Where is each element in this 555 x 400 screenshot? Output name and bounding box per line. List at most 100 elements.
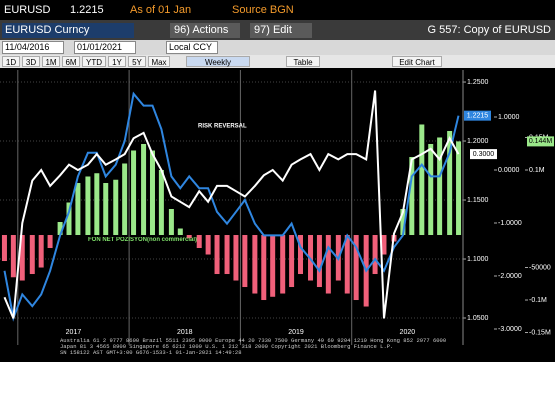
bar	[186, 235, 192, 239]
bar	[196, 235, 202, 249]
currency-select[interactable]: Local CCY	[166, 41, 218, 54]
period-button[interactable]: 5Y	[128, 56, 146, 67]
bar	[94, 173, 100, 236]
period-button[interactable]: 1D	[2, 56, 20, 67]
footer-line: SN 158122 AST GMT+3:00 G676-1533-1 01-Ja…	[60, 349, 242, 356]
period-button[interactable]: 6M	[62, 56, 80, 67]
bar	[113, 179, 119, 236]
y3-tick-label: 0.1M	[529, 167, 545, 174]
period-button[interactable]: 3D	[22, 56, 40, 67]
bar	[437, 137, 443, 236]
frequency-select[interactable]: Weekly	[186, 56, 250, 67]
period-button[interactable]: 1M	[42, 56, 60, 67]
bar	[409, 156, 415, 236]
last-value-tag	[527, 136, 554, 147]
bar	[38, 235, 44, 268]
period-button[interactable]: Max	[148, 56, 170, 67]
title-bar: EURUSD Curncy 96) Actions 97) Edit G 557…	[0, 20, 555, 40]
bar	[233, 235, 239, 281]
bar	[344, 235, 350, 294]
ticker: EURUSD	[4, 4, 51, 16]
x-tick-label: 2019	[288, 329, 304, 336]
y-tick-label: 1.1500	[467, 197, 489, 204]
bar	[122, 163, 128, 236]
bar	[177, 228, 183, 236]
start-date[interactable]: 11/04/2016	[2, 41, 64, 54]
bar	[158, 169, 164, 236]
bar	[242, 235, 248, 288]
bar	[19, 235, 25, 281]
period-button[interactable]: YTD	[82, 56, 106, 67]
y-tick-label: 1.0500	[467, 315, 489, 322]
period-button[interactable]: 1Y	[108, 56, 126, 67]
bar	[447, 130, 453, 236]
period-bar: Weekly Table Edit Chart 1D 3D 1M 6M YTD 1Y 5Y M…	[0, 55, 555, 68]
bar	[149, 150, 155, 236]
price: 1.2215	[70, 4, 104, 16]
bar	[419, 124, 425, 236]
y-tick-label: 1.2000	[467, 138, 489, 145]
bar	[381, 235, 387, 255]
footer-line: Japan 81 3 4565 8900 Singapore 65 6212 1…	[60, 343, 394, 350]
y3-tick-label: -0.1M	[529, 297, 547, 304]
y2-tick-label: -3.0000	[498, 326, 522, 333]
bar	[289, 235, 295, 288]
edit-menu[interactable]: 97) Edit	[250, 23, 312, 38]
bar	[75, 182, 81, 236]
y-tick-label: 1.1000	[467, 256, 489, 263]
y2-tick-label: -2.0000	[498, 273, 522, 280]
bar	[168, 209, 174, 236]
actions-menu[interactable]: 96) Actions	[170, 23, 240, 38]
bar	[205, 235, 211, 255]
chart-name: G 557: Copy of EURUSD	[427, 24, 552, 36]
as-of: As of 01 Jan	[130, 4, 192, 16]
bar	[1, 235, 7, 262]
bar	[10, 235, 16, 278]
bar	[325, 235, 331, 294]
end-date[interactable]: 01/01/2021	[74, 41, 136, 54]
y3-tick-label: -0.15M	[529, 329, 551, 336]
risk-reversal-label: RISK REVERSAL	[198, 124, 247, 130]
bar	[29, 235, 35, 275]
bar	[214, 235, 220, 275]
footer: Australia 61 2 9777 8600 Brazil 5511 239…	[60, 338, 550, 356]
bar	[428, 143, 434, 236]
bar	[400, 209, 406, 236]
bar	[298, 235, 304, 275]
footer-area	[0, 362, 555, 400]
bar	[252, 235, 258, 294]
y3-tick-label: -50000	[529, 264, 551, 271]
bar	[224, 235, 230, 275]
x-tick-label: 2018	[177, 329, 193, 336]
security-field[interactable]: EURUSD Curncy	[2, 23, 134, 38]
last-value-label: 1.2215	[467, 113, 489, 120]
footer-line: Australia 61 2 9777 8600 Brazil 5511 239…	[60, 337, 447, 344]
bar	[47, 235, 53, 249]
last-value-tag	[464, 110, 491, 121]
bar	[316, 235, 322, 288]
table-button[interactable]: Table	[286, 56, 320, 67]
bar	[280, 235, 286, 294]
y-tick-label: 1.2500	[467, 79, 489, 86]
bar	[261, 235, 267, 301]
bar	[66, 202, 72, 236]
bar	[372, 235, 378, 275]
edit-chart-button[interactable]: Edit Chart	[392, 56, 442, 67]
bar	[353, 235, 359, 301]
y2-tick-label: 1.0000	[498, 114, 520, 121]
date-bar: 11/04/2016 01/01/2021 Local CCY	[0, 40, 555, 55]
quote-bar: EURUSD 1.2215 As of 01 Jan Source BGN	[0, 0, 555, 20]
bar	[141, 143, 147, 236]
y2-tick-label: -1.0000	[498, 220, 522, 227]
last-value-label: 0.3000	[473, 151, 495, 158]
line	[3, 90, 460, 319]
position-label-box: FON NET POZİSYON(non commercial)	[88, 237, 198, 243]
x-tick-label: 2017	[66, 329, 82, 336]
source: Source BGN	[232, 4, 294, 16]
bar	[456, 141, 462, 236]
position-label: FON NET POZİSYON(non commercial)	[88, 237, 198, 243]
bar	[131, 150, 137, 236]
bar	[57, 222, 63, 236]
x-tick-label: 2020	[400, 329, 416, 336]
